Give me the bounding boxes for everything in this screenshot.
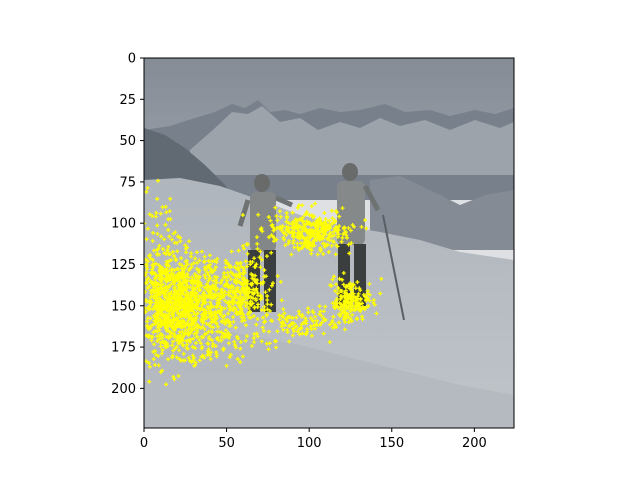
x-tick-label: 0 — [140, 436, 148, 451]
x-tick-label: 50 — [218, 436, 235, 451]
y-tick-label: 75 — [119, 175, 136, 190]
y-tick-label: 150 — [111, 299, 136, 314]
right-ridge — [370, 176, 514, 250]
x-tick-label: 150 — [379, 436, 404, 451]
peak-snow — [190, 106, 514, 175]
y-tick-label: 50 — [119, 134, 136, 149]
marker-points — [144, 178, 384, 387]
dim-overlay — [144, 58, 514, 428]
y-axis: 0 25 50 75 100 125 150 175 200 — [111, 52, 144, 397]
x-tick-label: 200 — [462, 436, 487, 451]
y-tick-label: 25 — [119, 93, 136, 108]
photo — [144, 58, 514, 428]
y-tick-label: 175 — [111, 341, 136, 356]
marker-overlay — [144, 178, 384, 387]
axes-frame — [143, 57, 515, 429]
y-tick-label: 0 — [128, 52, 136, 67]
y-tick-label: 200 — [111, 382, 136, 397]
x-axis: 0 50 100 150 200 — [140, 428, 487, 451]
y-tick-label: 100 — [111, 217, 136, 232]
x-tick-label: 100 — [297, 436, 322, 451]
y-tick-label: 125 — [111, 258, 136, 273]
